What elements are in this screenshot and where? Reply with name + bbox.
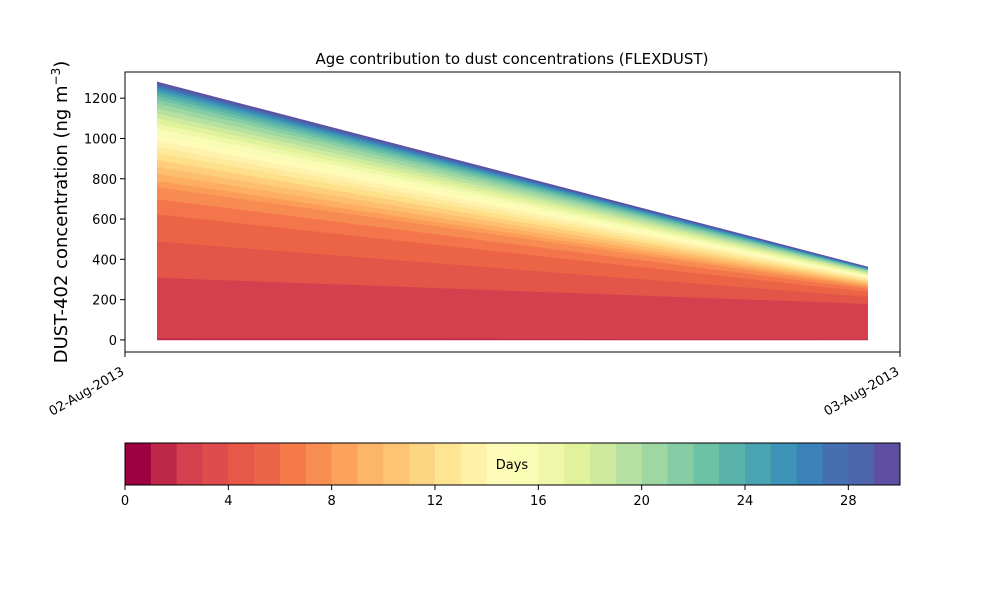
colorbar-frame [124,442,901,486]
y-axis-label-main: DUST-402 concentration (ng m [51,85,72,363]
colorbar-segment [125,443,152,485]
x-axis: 02-Aug-2013 03-Aug-2013 [47,352,902,420]
colorbar-tick-label: 0 [121,494,129,509]
colorbar-segment [176,443,203,485]
colorbar-segment [538,443,565,485]
y-tick-label: 0 [109,334,117,349]
colorbar-segment [641,443,668,485]
y-axis-label: DUST-402 concentration (ng m−3) [49,61,72,364]
colorbar-segment [822,443,849,485]
colorbar-segment [202,443,229,485]
plot-frame [124,71,901,353]
y-axis-label-superscript: −3 [49,68,63,86]
colorbar-tick-label: 24 [737,494,754,509]
y-tick-label: 200 [92,294,117,309]
colorbar-segment [564,443,591,485]
colorbar [125,443,901,485]
colorbar-tick-label: 8 [328,494,336,509]
y-tick-label: 800 [92,173,117,188]
colorbar-segment [848,443,875,485]
colorbar-segment [228,443,255,485]
colorbar-segment [770,443,798,485]
colorbar-segment [745,443,772,485]
colorbar-tick-label: 16 [530,494,547,509]
y-axis-label-close: ) [51,61,72,68]
colorbar-segment [796,443,823,485]
colorbar-segment [305,443,333,485]
colorbar-tick-label: 28 [840,494,857,509]
x-tick-label: 02-Aug-2013 [47,364,127,419]
colorbar-segment [693,443,720,485]
colorbar-segment [254,443,281,485]
colorbar-segment [150,443,178,485]
colorbar-segment [460,443,488,485]
y-tick-label: 400 [92,253,117,268]
colorbar-segment [435,443,462,485]
colorbar-tick-label: 12 [427,494,444,509]
colorbar-segment [512,443,539,485]
y-axis: 0 200 400 600 800 1000 1200 [84,92,125,349]
colorbar-segment [331,443,358,485]
colorbar-segment [280,443,307,485]
colorbar-segment [719,443,746,485]
colorbar-segment [486,443,513,485]
colorbar-segment [383,443,410,485]
colorbar-segment [357,443,384,485]
colorbar-tick-label: 4 [224,494,232,509]
colorbar-segment [874,443,901,485]
colorbar-segment [409,443,436,485]
colorbar-segment [615,443,643,485]
area-series-group [156,81,869,341]
y-tick-label: 1200 [84,92,117,107]
chart-title: Age contribution to dust concentrations … [316,50,709,68]
y-tick-label: 1000 [84,132,117,147]
x-tick-label: 03-Aug-2013 [822,364,902,419]
colorbar-segment [590,443,617,485]
y-tick-label: 600 [92,213,117,228]
colorbar-segment [667,443,694,485]
area-band-day-29 [156,81,869,268]
colorbar-tick-label: 20 [633,494,650,509]
colorbar-axis: 0 4 8 12 16 20 24 28 [121,485,857,509]
colorbar-label: Days [496,458,529,473]
